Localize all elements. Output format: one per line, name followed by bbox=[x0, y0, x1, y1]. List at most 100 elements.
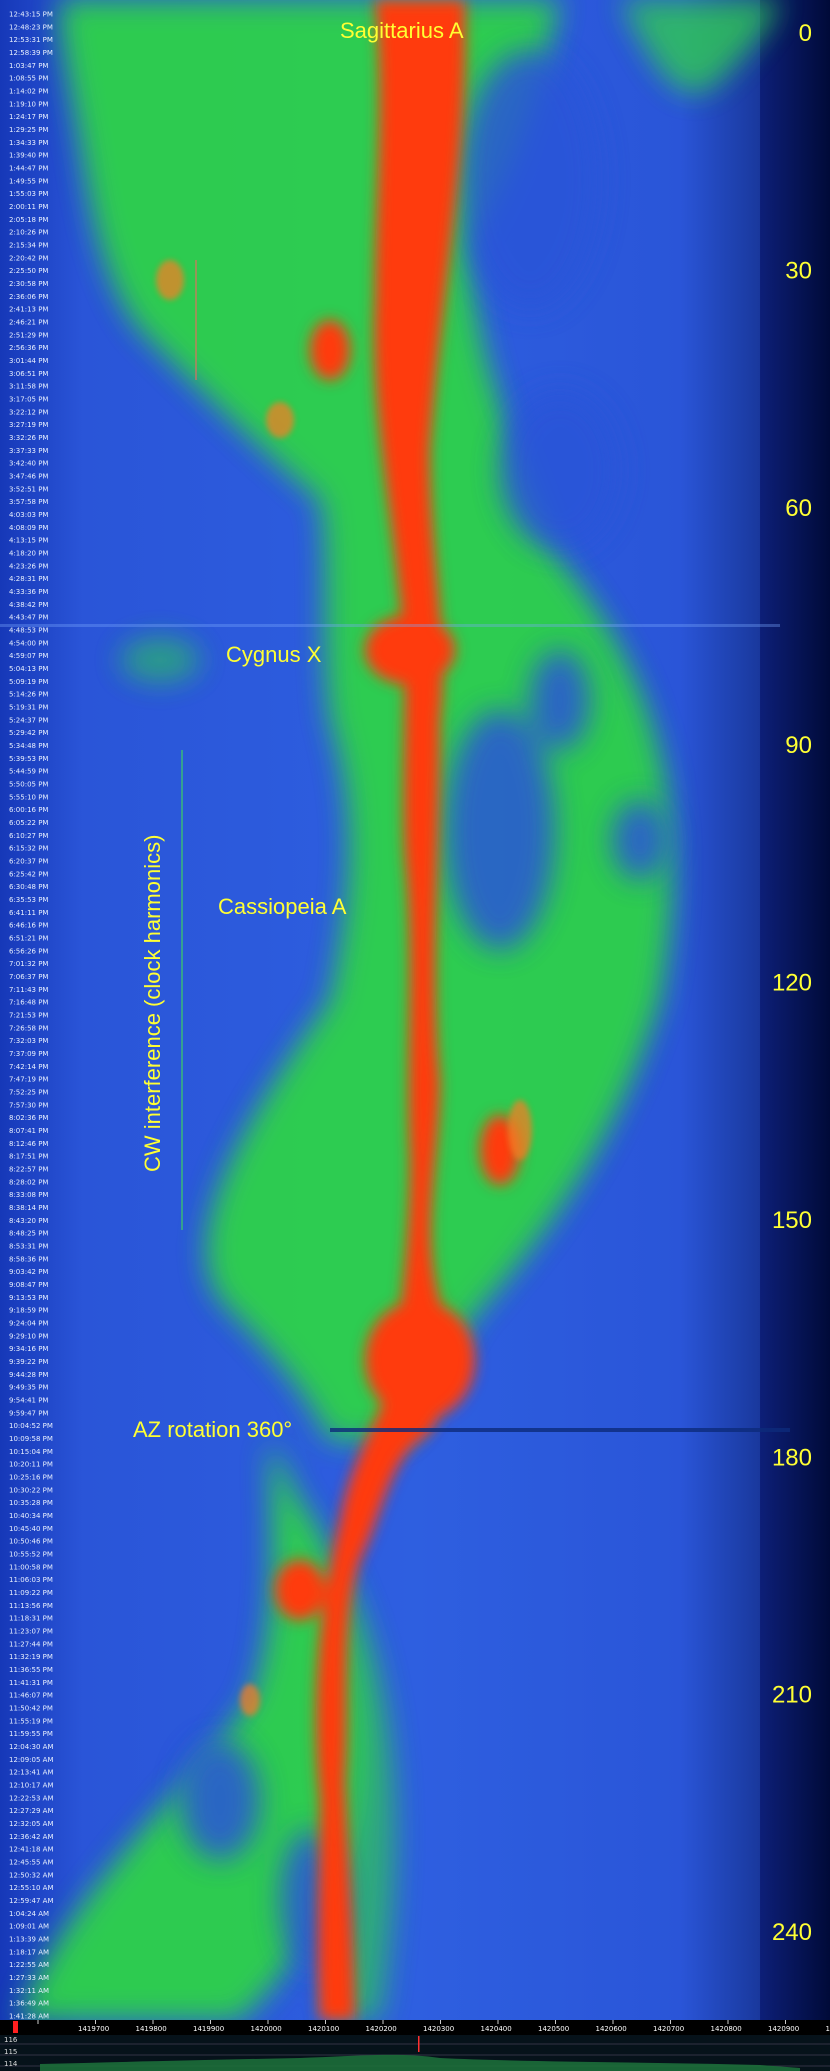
time-label: 1:13:39 AM bbox=[9, 1936, 49, 1944]
x-tick-label: 1420900 bbox=[768, 2025, 799, 2033]
time-label: 1:04:24 AM bbox=[9, 1910, 49, 1918]
time-label: 3:27:19 PM bbox=[9, 421, 48, 429]
x-tick-label: 1420200 bbox=[366, 2025, 397, 2033]
time-label: 9:08:47 PM bbox=[9, 1281, 48, 1289]
mini-label-115: 115 bbox=[4, 2048, 17, 2056]
time-label: 12:55:10 AM bbox=[9, 1884, 54, 1892]
time-label: 1:14:02 PM bbox=[9, 88, 48, 96]
annotations: Sagittarius A Cygnus X Cassiopeia A CW i… bbox=[133, 18, 464, 1442]
time-label: 4:03:03 PM bbox=[9, 511, 48, 519]
time-label: 1:36:49 AM bbox=[9, 2000, 49, 2008]
time-label: 2:36:06 PM bbox=[9, 293, 48, 301]
time-label: 9:29:10 PM bbox=[9, 1332, 48, 1340]
time-label: 5:44:59 PM bbox=[9, 768, 48, 776]
time-label: 10:45:40 PM bbox=[9, 1525, 53, 1533]
time-label: 2:56:36 PM bbox=[9, 344, 48, 352]
time-label: 5:04:13 PM bbox=[9, 665, 48, 673]
time-label: 7:11:43 PM bbox=[9, 986, 48, 994]
y-tick-0: 0 bbox=[799, 20, 812, 47]
y-tick-180: 180 bbox=[772, 1444, 812, 1471]
time-label: 12:48:23 PM bbox=[9, 23, 53, 31]
time-label: 11:18:31 PM bbox=[9, 1615, 53, 1623]
time-label: 11:41:31 PM bbox=[9, 1679, 53, 1687]
time-label: 9:24:04 PM bbox=[9, 1320, 48, 1328]
time-label: 4:48:53 PM bbox=[9, 627, 48, 635]
time-label: 3:01:44 PM bbox=[9, 357, 48, 365]
time-label: 10:04:52 PM bbox=[9, 1422, 53, 1430]
time-label: 4:13:15 PM bbox=[9, 537, 48, 545]
time-label: 8:07:41 PM bbox=[9, 1127, 48, 1135]
annotation-cygnus-x: Cygnus X bbox=[226, 642, 322, 667]
time-label: 4:38:42 PM bbox=[9, 601, 48, 609]
time-label: 7:32:03 PM bbox=[9, 1037, 48, 1045]
y-tick-120: 120 bbox=[772, 970, 812, 997]
time-label: 1:34:33 PM bbox=[9, 139, 48, 147]
time-label: 2:25:50 PM bbox=[9, 267, 48, 275]
time-label: 5:14:26 PM bbox=[9, 691, 48, 699]
time-label: 7:37:09 PM bbox=[9, 1050, 48, 1058]
time-label: 6:30:48 PM bbox=[9, 883, 48, 891]
time-label: 8:17:51 PM bbox=[9, 1153, 48, 1161]
time-label: 11:13:56 PM bbox=[9, 1602, 53, 1610]
time-label: 12:59:47 AM bbox=[9, 1897, 54, 1905]
time-label: 12:43:15 PM bbox=[9, 11, 53, 19]
x-tick-label: 1420600 bbox=[596, 2025, 627, 2033]
time-label: 3:11:58 PM bbox=[9, 383, 48, 391]
time-label: 5:55:10 PM bbox=[9, 793, 48, 801]
time-label: 1:41:28 AM bbox=[9, 2013, 49, 2021]
time-label: 12:45:55 AM bbox=[9, 1859, 54, 1867]
time-label: 5:34:48 PM bbox=[9, 742, 48, 750]
x-tick-label: 1420800 bbox=[711, 2025, 742, 2033]
annotation-az-rotation: AZ rotation 360° bbox=[133, 1417, 292, 1442]
time-label: 12:22:53 AM bbox=[9, 1794, 54, 1802]
y-tick-30: 30 bbox=[785, 257, 812, 284]
x-tick-label: 1420500 bbox=[538, 2025, 569, 2033]
time-label: 11:23:07 PM bbox=[9, 1628, 53, 1636]
time-label: 2:05:18 PM bbox=[9, 216, 48, 224]
time-label: 11:06:03 PM bbox=[9, 1576, 53, 1584]
time-label: 9:49:35 PM bbox=[9, 1384, 48, 1392]
time-label: 10:20:11 PM bbox=[9, 1461, 53, 1469]
time-label: 8:58:36 PM bbox=[9, 1255, 48, 1263]
time-label: 8:12:46 PM bbox=[9, 1140, 48, 1148]
time-label: 10:25:16 PM bbox=[9, 1474, 53, 1482]
time-label: 8:22:57 PM bbox=[9, 1166, 48, 1174]
time-label: 4:54:00 PM bbox=[9, 639, 48, 647]
time-label: 7:42:14 PM bbox=[9, 1063, 48, 1071]
time-label: 10:15:04 PM bbox=[9, 1448, 53, 1456]
time-label: 1:39:40 PM bbox=[9, 152, 48, 160]
time-label: 12:58:39 PM bbox=[9, 49, 53, 57]
time-label: 6:25:42 PM bbox=[9, 870, 48, 878]
time-axis-labels: 12:43:15 PM 12:48:23 PM 12:53:31 PM 12:58:3… bbox=[9, 11, 54, 2021]
time-label: 3:22:12 PM bbox=[9, 408, 48, 416]
time-label: 3:32:26 PM bbox=[9, 434, 48, 442]
time-label: 2:20:42 PM bbox=[9, 254, 48, 262]
time-label: 2:46:21 PM bbox=[9, 319, 48, 327]
red-core bbox=[275, 0, 520, 2020]
time-label: 5:19:31 PM bbox=[9, 704, 48, 712]
time-label: 5:09:19 PM bbox=[9, 678, 48, 686]
time-label: 6:56:26 PM bbox=[9, 947, 48, 955]
time-label: 12:50:32 AM bbox=[9, 1871, 54, 1879]
time-label: 1:32:11 AM bbox=[9, 1987, 49, 1995]
time-label: 7:47:19 PM bbox=[9, 1076, 48, 1084]
time-label: 11:00:58 PM bbox=[9, 1563, 53, 1571]
time-label: 8:43:20 PM bbox=[9, 1217, 48, 1225]
time-label: 1:44:47 PM bbox=[9, 165, 48, 173]
annotation-cassiopeia-a: Cassiopeia A bbox=[218, 894, 347, 919]
time-label: 1:55:03 PM bbox=[9, 190, 48, 198]
time-label: 8:33:08 PM bbox=[9, 1191, 48, 1199]
time-label: 4:33:36 PM bbox=[9, 588, 48, 596]
time-label: 4:28:31 PM bbox=[9, 575, 48, 583]
time-label: 1:29:25 PM bbox=[9, 126, 48, 134]
time-label: 11:32:19 PM bbox=[9, 1653, 53, 1661]
y-axis-ticks: 0 30 60 90 120 150 180 210 240 bbox=[772, 20, 812, 1946]
time-label: 2:30:58 PM bbox=[9, 280, 48, 288]
mini-label-116: 116 bbox=[4, 2036, 18, 2044]
time-label: 3:52:51 PM bbox=[9, 485, 48, 493]
time-label: 1:24:17 PM bbox=[9, 113, 48, 121]
time-label: 3:37:33 PM bbox=[9, 447, 48, 455]
time-label: 5:24:37 PM bbox=[9, 716, 48, 724]
time-label: 10:09:58 PM bbox=[9, 1435, 53, 1443]
time-label: 7:57:30 PM bbox=[9, 1101, 48, 1109]
